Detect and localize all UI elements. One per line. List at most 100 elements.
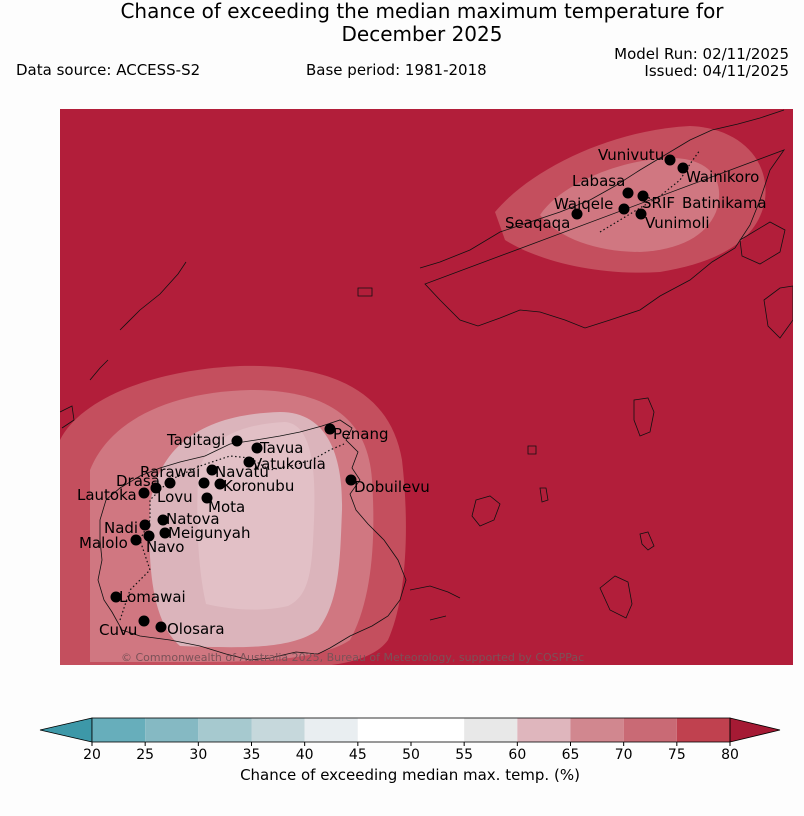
colorbar-tick-label: 75 xyxy=(668,747,686,763)
station-label: Lovu xyxy=(157,488,193,506)
colorbar-segment xyxy=(357,718,411,742)
station-penang: Penang xyxy=(324,423,388,443)
station-lomawai: Lomawai xyxy=(110,588,186,606)
station-navo: Navo xyxy=(143,530,184,556)
issued-label: Issued: 04/11/2025 xyxy=(644,62,789,80)
station-label: Natova xyxy=(166,510,220,528)
station-lovu: Lovu xyxy=(150,482,193,506)
colorbar-tick-label: 80 xyxy=(721,747,739,763)
station-wainikoro: Wainikoro xyxy=(677,162,759,186)
station-rarawai: Rarawai xyxy=(140,463,218,481)
station-label: Olosara xyxy=(167,620,225,638)
station-olosara: Olosara xyxy=(155,620,225,638)
station-label: Koronubu xyxy=(223,477,294,495)
station-vatukoula: Vatukoula xyxy=(243,455,326,473)
station-label: Labasa xyxy=(572,172,625,190)
colorbar-over-arrow xyxy=(729,717,781,743)
station-lautoka: Lautoka xyxy=(77,486,150,504)
station-label: Lomawai xyxy=(119,588,186,606)
colorbar-segment xyxy=(145,718,199,742)
station-waiqele: Waiqele xyxy=(554,195,630,215)
station-label: Rarawai xyxy=(140,463,200,481)
station-label: Penang xyxy=(333,425,388,443)
station-label: Tagitagi xyxy=(166,431,225,449)
station-label: Dobuilevu xyxy=(354,478,430,496)
colorbar-label: Chance of exceeding median max. temp. (%… xyxy=(240,766,580,784)
data-source-label: Data source: ACCESS-S2 xyxy=(16,61,201,79)
model-run-label: Model Run: 02/11/2025 xyxy=(614,45,789,63)
issue-info: Model Run: 02/11/2025 Issued: 04/11/2025 xyxy=(614,46,789,80)
colorbar-tick-label: 60 xyxy=(508,747,526,763)
copyright-text: © Commonwealth of Australia 2025, Bureau… xyxy=(121,651,584,664)
colorbar-under-arrow xyxy=(39,717,93,743)
station-seaqaqa: Seaqaqa xyxy=(505,208,583,232)
colorbar-segment xyxy=(411,718,465,742)
station-label: Navatu xyxy=(215,463,269,481)
station-label: Seaqaqa xyxy=(505,214,570,232)
coast-taveuni xyxy=(739,221,786,265)
colorbar-tick-label: 35 xyxy=(243,747,261,763)
station-label: Malolo xyxy=(79,534,128,552)
station-vunimoli: Vunimoli xyxy=(635,208,710,232)
station-batinikama: Batinikama xyxy=(682,194,767,212)
station-meigunyah: Meigunyah xyxy=(159,524,250,542)
station-label: Lautoka xyxy=(77,486,137,504)
station-label: Vunivutu xyxy=(598,146,664,164)
contour-band-65-70-ne xyxy=(540,158,720,252)
colorbar-tick-label: 20 xyxy=(83,747,101,763)
station-label: Mota xyxy=(208,498,245,516)
colorbar-tick-label: 70 xyxy=(615,747,633,763)
coast-lau xyxy=(763,285,793,339)
colorbar-tick-label: 50 xyxy=(402,747,420,763)
station-tavua: Tavua xyxy=(251,439,303,457)
page-title: Chance of exceeding the median maximum t… xyxy=(0,0,804,46)
stations: Vunivutu Wainikoro Labasa SRIF Batinikam… xyxy=(77,146,767,639)
station-label: Waiqele xyxy=(554,195,613,213)
coast-island-4 xyxy=(527,445,537,455)
colorbar-segment xyxy=(198,718,252,742)
station-natova: Natova xyxy=(157,510,220,528)
colorbar-tick-label: 65 xyxy=(562,747,580,763)
station-label: Wainikoro xyxy=(686,168,759,186)
colorbar-segment xyxy=(517,718,571,742)
station-labasa: Labasa xyxy=(572,172,634,199)
station-nadi: Nadi xyxy=(104,519,151,537)
station-drasa: Drasa xyxy=(116,472,176,490)
title-line-2: December 2025 xyxy=(341,22,503,46)
coast-vanua-levu xyxy=(419,109,786,329)
station-label: Vunimoli xyxy=(645,214,710,232)
colorbar-segment xyxy=(92,718,146,742)
colorbar-segment xyxy=(464,718,518,742)
colorbar-segments xyxy=(39,717,781,743)
colorbar-segment xyxy=(251,718,305,742)
colorbar-frame xyxy=(91,717,731,743)
station-mota: Mota xyxy=(201,492,245,516)
coast-south xyxy=(409,585,461,621)
station-navatu: Navatu xyxy=(198,463,269,489)
coast-island-6 xyxy=(357,287,373,297)
map-layers xyxy=(60,109,793,665)
colorbar-tick-label: 40 xyxy=(296,747,314,763)
station-srif: SRIF xyxy=(637,190,675,212)
station-malolo: Malolo xyxy=(79,534,142,552)
colorbar-tick-label: 45 xyxy=(349,747,367,763)
colorbar-ticks: 20 25 30 35 40 45 50 55 60 65 70 75 80 xyxy=(83,742,739,763)
colorbar-segment xyxy=(676,718,730,742)
station-label: Meigunyah xyxy=(168,524,250,542)
station-dobuilevu: Dobuilevu xyxy=(345,474,430,496)
coast-island-1 xyxy=(633,397,655,437)
station-label: Drasa xyxy=(116,472,160,490)
station-koronubu: Koronubu xyxy=(214,477,294,495)
base-period-label: Base period: 1981-2018 xyxy=(306,61,487,79)
coast-yasawa xyxy=(60,261,187,429)
station-label: Nadi xyxy=(104,519,138,537)
colorbar-segment xyxy=(623,718,677,742)
coast-kadavu xyxy=(599,575,633,619)
station-cuvu: Cuvu xyxy=(99,615,150,639)
station-label: Navo xyxy=(146,538,184,556)
station-label: Tavua xyxy=(259,439,303,457)
coast-island-5 xyxy=(639,531,655,551)
colorbar-segment xyxy=(570,718,624,742)
station-label: Cuvu xyxy=(99,621,137,639)
coast-island-3 xyxy=(539,487,549,503)
